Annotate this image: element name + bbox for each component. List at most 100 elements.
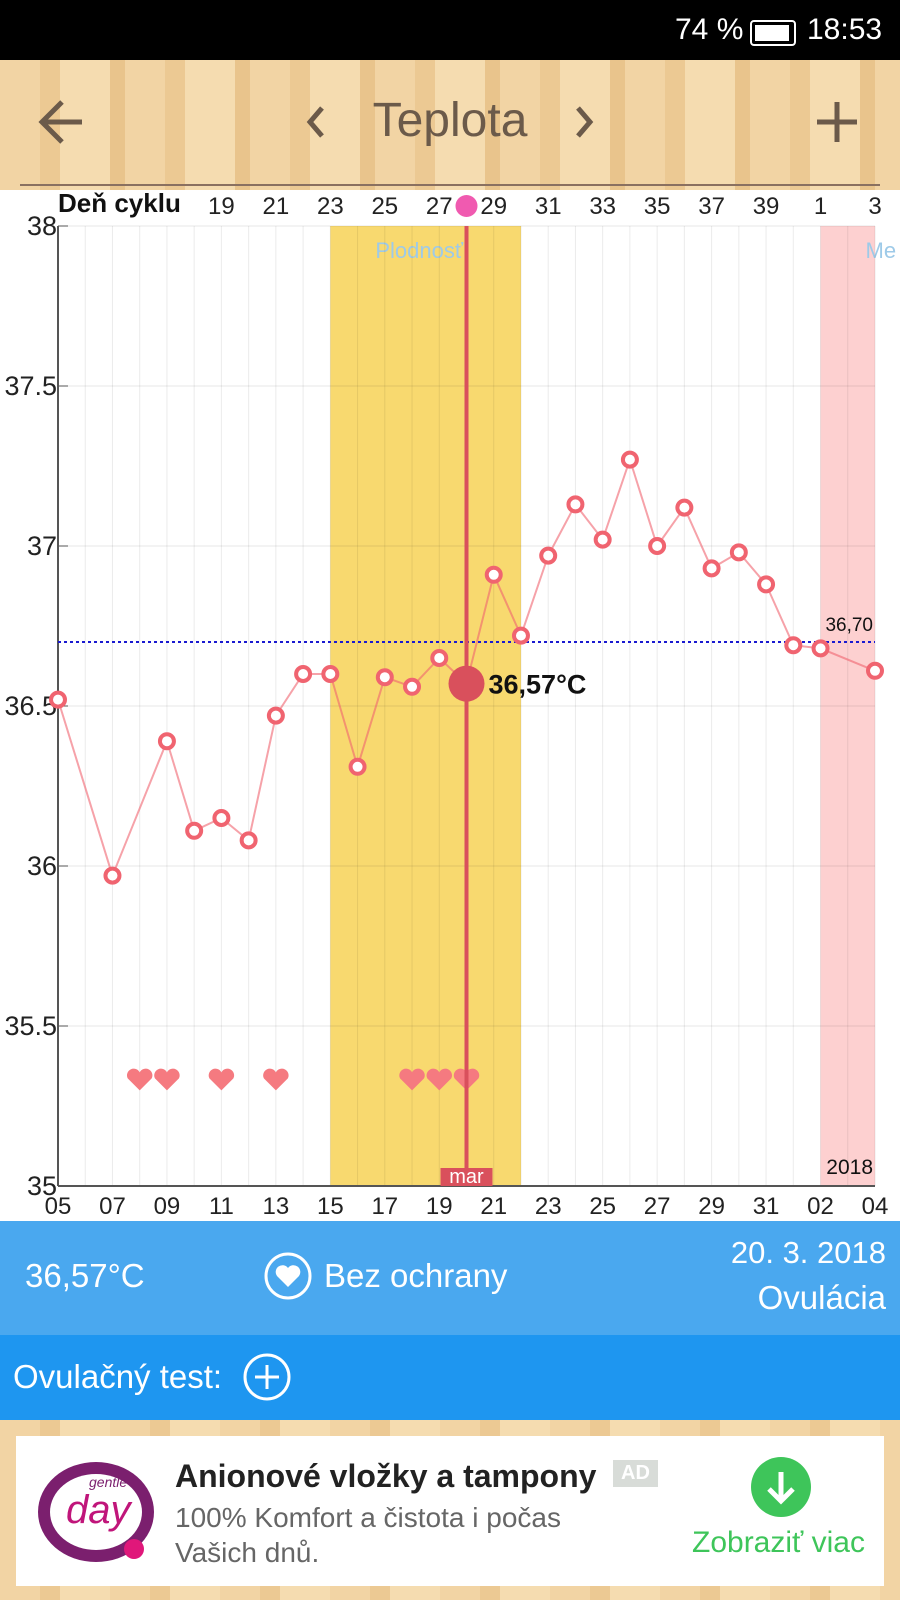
x2-tick-label: 39 [753, 193, 780, 220]
x2-tick-label: 3 [868, 193, 881, 220]
temperature-point [375, 668, 394, 687]
x-tick-label: 27 [644, 1193, 671, 1220]
temperature-point [866, 661, 884, 680]
x-tick-label: 25 [589, 1193, 616, 1220]
ovulation-test-label: Ovulačný test: [13, 1358, 223, 1395]
heart-icon [208, 1068, 235, 1091]
battery-level: 74 % [675, 13, 744, 46]
y-tick-label: 37.5 [4, 371, 57, 401]
temperature-point [294, 665, 313, 683]
x-tick-label: 31 [753, 1193, 780, 1220]
x-tick-label: 29 [698, 1193, 725, 1220]
temperature-point [566, 495, 585, 514]
month-badge [440, 1168, 493, 1186]
x-tick-label: 15 [317, 1193, 344, 1220]
ad-cta[interactable]: Zobraziť viac [692, 1526, 865, 1559]
x2-tick-label: 19 [208, 193, 235, 220]
temperature-point [430, 649, 449, 667]
protection-label[interactable]: Bez ochrany [324, 1257, 508, 1294]
temperature-value: 36,57°C [25, 1257, 145, 1294]
temperature-point [103, 866, 122, 885]
x-tick-label: 21 [480, 1193, 507, 1220]
heart-icon [154, 1068, 180, 1091]
x-tick-label: 17 [371, 1193, 398, 1220]
year-label: 2018 [826, 1156, 873, 1179]
x-tick-label: 09 [154, 1193, 181, 1220]
ad-area: gentle day Anionové vložky a tampony AD … [0, 1420, 900, 1600]
info-bar: 36,57°C Bez ochrany 20. 3. 2018 Ovulácia [0, 1221, 900, 1335]
ad-logo-small: gentle [89, 1474, 128, 1490]
ad-logo [38, 1462, 154, 1562]
ovulation-test-bar: Ovulačný test: [0, 1335, 900, 1420]
temperature-point [702, 559, 721, 578]
temperature-point [212, 809, 231, 827]
temperature-point [784, 636, 803, 655]
heart-icon [263, 1068, 289, 1091]
ad-title: Anionové vložky a tampony [175, 1458, 597, 1494]
status-bar: 74 % 18:53 [0, 0, 900, 60]
phase-band [330, 226, 521, 1186]
temperature-point [185, 821, 204, 840]
prev-button[interactable] [306, 106, 324, 138]
ad-badge: AD [613, 1460, 658, 1487]
x2-tick-label: 37 [698, 193, 725, 220]
heart-icon [399, 1068, 425, 1091]
x2-tick-label: 25 [371, 193, 398, 220]
x2-tick-label: 35 [644, 193, 671, 220]
phase-band [820, 226, 875, 1186]
temperature-point [811, 639, 830, 658]
y-tick-label: 36 [27, 851, 57, 881]
back-button[interactable] [38, 100, 82, 144]
temperature-point [266, 706, 285, 725]
x-tick-label: 11 [209, 1193, 234, 1220]
temperature-point [648, 537, 667, 555]
temperature-point [729, 543, 748, 562]
x2-tick-label: 1 [814, 193, 827, 220]
temperature-point [49, 690, 67, 709]
x2-tick-label: 27 [426, 193, 453, 220]
x2-tick-label: 31 [535, 193, 562, 220]
temperature-point [321, 665, 340, 683]
add-test-button[interactable] [242, 1352, 292, 1402]
x-tick-label: 04 [862, 1193, 889, 1220]
temperature-point [620, 450, 639, 469]
x2-tick-label: 21 [263, 193, 290, 220]
x2-tick-label: 29 [480, 193, 507, 220]
screen-title: Teplota [372, 94, 528, 147]
temperature-point [757, 575, 776, 594]
add-button[interactable] [817, 102, 857, 142]
month-label: mar [449, 1166, 484, 1188]
ad-text: 100% Komfort a čistota i počas Vašich dn… [175, 1502, 561, 1568]
ad-banner[interactable]: gentle day Anionové vložky a tampony AD … [16, 1436, 884, 1586]
temperature-point [511, 626, 530, 645]
y-tick-label: 37 [27, 531, 57, 561]
phase-label: Plodnosť [375, 238, 464, 263]
x2-title: Deň cyklu [58, 190, 181, 218]
cycle-phase: Ovulácia [757, 1279, 886, 1316]
x-tick-label: 07 [99, 1193, 126, 1220]
temperature-point [403, 677, 422, 696]
x-tick-label: 05 [45, 1193, 72, 1220]
x-tick-label: 19 [426, 1193, 453, 1220]
y-tick-label: 38 [27, 211, 57, 241]
temperature-point [348, 757, 367, 776]
ad-logo-text: day [66, 1488, 131, 1532]
y-tick-label: 35 [27, 1171, 57, 1201]
header: Teplota [0, 60, 900, 190]
header-icons [20, 100, 880, 186]
selected-point [448, 665, 485, 702]
temperature-point [157, 732, 176, 751]
y-tick-label: 36.5 [4, 691, 57, 721]
next-button[interactable] [576, 106, 594, 138]
x-tick-label: 23 [535, 1193, 562, 1220]
heart-icon [426, 1068, 452, 1091]
x-tick-label: 13 [263, 1193, 290, 1220]
y-tick-label: 35.5 [4, 1011, 57, 1041]
protection-icon[interactable] [263, 1251, 313, 1301]
reference-label: 36,70 [825, 615, 873, 636]
date: 20. 3. 2018 [730, 1235, 886, 1270]
selected-label: 36,57°C [489, 670, 587, 700]
ad-download-icon[interactable] [750, 1456, 812, 1518]
